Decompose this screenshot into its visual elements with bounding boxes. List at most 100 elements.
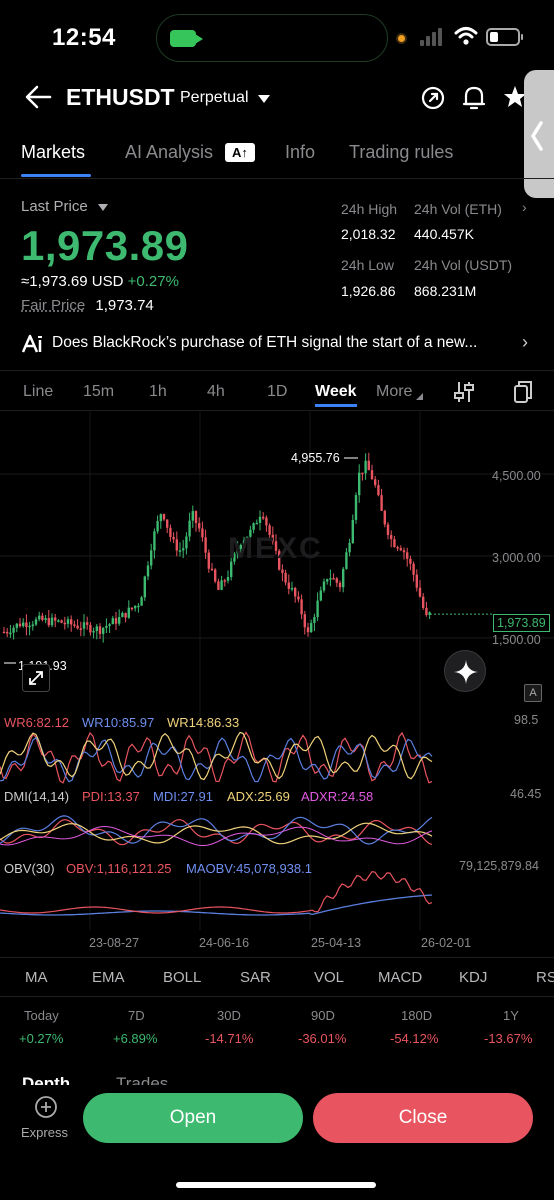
- mdi-label: MDI:27.91: [153, 789, 213, 804]
- adx-label: ADX:25.69: [227, 789, 290, 804]
- candle-body: [153, 531, 156, 551]
- fair-price-label[interactable]: Fair Price: [21, 297, 86, 314]
- candle-body: [220, 580, 223, 590]
- stats-chevron-icon[interactable]: ›: [522, 199, 527, 215]
- high-marker-label: 4,955.76: [291, 451, 340, 465]
- interval-4h[interactable]: 4h: [207, 383, 225, 400]
- side-panel-handle[interactable]: [524, 70, 554, 198]
- candle-body: [258, 516, 262, 523]
- candle-body: [406, 552, 409, 559]
- ai-sparkle-button[interactable]: [444, 650, 486, 692]
- indicator-ma[interactable]: MA: [25, 969, 48, 986]
- back-arrow-icon[interactable]: [24, 84, 52, 110]
- obv-name-label: OBV(30): [4, 861, 55, 876]
- plus-circle-icon[interactable]: [34, 1095, 58, 1119]
- candle-body: [354, 495, 358, 520]
- low-value: 1,926.86: [341, 283, 396, 299]
- candle-body: [118, 616, 121, 624]
- candle-body: [412, 563, 415, 575]
- candle-body: [114, 618, 118, 624]
- tab-trading-rules[interactable]: Trading rules: [349, 142, 454, 162]
- copy-icon[interactable]: [513, 380, 533, 404]
- auto-scale-badge[interactable]: A: [524, 684, 542, 702]
- fair-price-value: 1,973.74: [95, 297, 154, 314]
- interval-line[interactable]: Line: [23, 383, 54, 400]
- candle-body: [370, 470, 374, 480]
- fair-price-line: Fair Price 1,973.74: [21, 297, 154, 314]
- candle-body: [223, 580, 226, 582]
- indicator-kdj[interactable]: KDJ: [459, 969, 488, 986]
- indicator-ema[interactable]: EMA: [92, 969, 125, 986]
- bell-icon[interactable]: [461, 84, 487, 112]
- wr6-label: WR6:82.12: [4, 715, 70, 730]
- candle-body: [76, 625, 79, 629]
- maobv-label: MAOBV:45,078,938.1: [186, 861, 312, 876]
- candle-body: [108, 624, 111, 626]
- adxr-line: [0, 825, 433, 846]
- wifi-icon: [454, 27, 478, 45]
- ai-logo-icon: [21, 334, 42, 353]
- share-icon[interactable]: [420, 85, 446, 111]
- candle-body: [162, 514, 166, 520]
- last-price: 1,973.89: [21, 222, 189, 269]
- wr14-line: [0, 731, 433, 781]
- symbol-dropdown-icon[interactable]: [258, 95, 270, 103]
- interval-week[interactable]: Week: [315, 383, 357, 400]
- candle-body: [361, 472, 364, 475]
- chart-settings-icon[interactable]: [453, 380, 475, 404]
- wr10-line: [0, 736, 433, 783]
- candle-body: [335, 578, 338, 583]
- interval-more[interactable]: More: [376, 383, 413, 400]
- candle-body: [38, 615, 41, 620]
- candle-body: [178, 550, 182, 552]
- candle-body: [201, 528, 204, 538]
- dmi-label: DMI(14,14): [4, 789, 70, 804]
- candle-body: [278, 550, 281, 570]
- adxr-label: ADXR:24.58: [301, 789, 374, 804]
- candle-body: [22, 622, 25, 627]
- candle-body: [428, 612, 431, 615]
- indicator-vol[interactable]: VOL: [314, 969, 345, 986]
- news-headline[interactable]: Does BlackRock’s purchase of ETH signal …: [52, 334, 478, 351]
- news-chevron-icon[interactable]: ›: [522, 332, 528, 352]
- indicator-boll[interactable]: BOLL: [163, 969, 202, 986]
- indicator-sar[interactable]: SAR: [240, 969, 271, 986]
- candlestick-chart[interactable]: [0, 410, 554, 960]
- candle-body: [6, 631, 9, 634]
- candle-body: [66, 619, 70, 624]
- star-icon[interactable]: [502, 84, 528, 110]
- candle-body: [9, 632, 12, 635]
- tab-info[interactable]: Info: [285, 142, 316, 162]
- candle-body: [402, 550, 406, 553]
- adx-line: [0, 822, 433, 845]
- symbol-title[interactable]: ETHUSDT: [66, 84, 175, 110]
- indicator-rsi[interactable]: RSI: [536, 969, 554, 986]
- candle-body: [236, 548, 239, 554]
- usd-price-line: ≈1,973.69 USD +0.27%: [21, 273, 179, 290]
- interval-1d[interactable]: 1D: [267, 383, 288, 400]
- price-type-dropdown-icon[interactable]: [98, 204, 108, 211]
- candle-body: [239, 544, 242, 549]
- candle-body: [150, 550, 153, 566]
- candle-body: [297, 596, 300, 600]
- interval-15m[interactable]: 15m: [83, 383, 115, 400]
- express-label[interactable]: Express: [21, 1125, 68, 1140]
- tab-markets[interactable]: Markets: [21, 142, 86, 162]
- candle-body: [127, 607, 130, 618]
- candle-body: [367, 460, 370, 471]
- close-button[interactable]: Close: [313, 1093, 533, 1143]
- candle-body: [204, 537, 207, 553]
- contract-type[interactable]: Perpetual: [180, 89, 249, 106]
- y-tick-4500: 4,500.00: [492, 469, 541, 483]
- expand-icon[interactable]: [22, 664, 50, 692]
- candle-body: [47, 618, 50, 626]
- perf-label-90d: 90D: [311, 1008, 335, 1023]
- last-price-label[interactable]: Last Price: [21, 198, 88, 215]
- chevron-left-icon[interactable]: [530, 120, 544, 152]
- indicator-macd[interactable]: MACD: [378, 969, 423, 986]
- interval-1h[interactable]: 1h: [149, 383, 167, 400]
- x-tick-3: 25-04-13: [311, 936, 362, 950]
- tab-ai-analysis[interactable]: AI Analysis: [125, 142, 214, 162]
- open-button[interactable]: Open: [83, 1093, 303, 1143]
- candle-body: [70, 619, 73, 625]
